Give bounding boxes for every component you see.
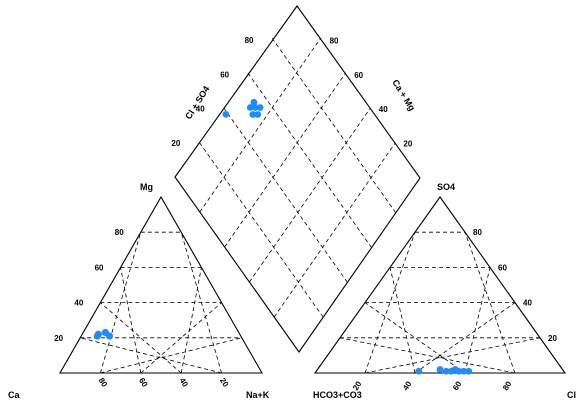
- diamond-tick-label: 20: [171, 139, 180, 148]
- anion-tick-label: 40: [401, 379, 414, 392]
- anion-point: [442, 367, 450, 375]
- diamond-grid-line: [224, 72, 346, 248]
- label-cl: Cl: [567, 390, 576, 400]
- label-hco3: HCO3+CO3: [313, 390, 362, 400]
- diamond-frame: [174, 5, 421, 353]
- anion-point: [465, 367, 473, 375]
- diamond-tick-label: 80: [245, 36, 254, 45]
- diamond-tick-label: 40: [379, 105, 388, 114]
- cation-triangle: 20 40 60 80 80 60 40 20: [54, 195, 263, 389]
- anion-grid-line: [464, 232, 516, 374]
- cation-tick-label: 20: [54, 334, 63, 343]
- label-cl-so4: Cl + SO4: [183, 84, 211, 121]
- diamond-tick-label: 60: [220, 70, 229, 79]
- anion-grid-line: [339, 337, 516, 374]
- cation-grid-line: [140, 302, 222, 374]
- cation-grid-line: [100, 232, 142, 374]
- anion-point: [455, 367, 463, 375]
- cation-grid-line: [100, 302, 182, 374]
- axis-labels: Ca Mg Na+K HCO3+CO3 SO4 Cl Cl + SO4 Ca +…: [8, 78, 576, 400]
- diamond-point: [249, 111, 257, 118]
- cation-grid-line: [80, 337, 222, 374]
- label-mg: Mg: [140, 182, 153, 192]
- diamond-grid-line: [198, 141, 324, 318]
- anion-frame: [313, 196, 567, 374]
- cation-grid-line: [120, 267, 142, 374]
- anion-point: [460, 367, 468, 375]
- anion-point: [415, 367, 423, 375]
- diamond-grid-line: [249, 107, 371, 283]
- cation-frame: [59, 195, 263, 374]
- diamond-point: [250, 98, 258, 106]
- cation-point: [105, 332, 114, 340]
- diamond-tick-label: 80: [330, 36, 339, 45]
- cation-tick-label: 80: [115, 228, 124, 237]
- anion-grid-line: [364, 302, 466, 374]
- anion-tick-label: 60: [451, 379, 464, 392]
- label-nak: Na+K: [246, 390, 270, 400]
- cation-grid-line: [180, 267, 202, 374]
- diamond-field: 20 40 60 80 80 60 40 20: [171, 5, 421, 353]
- anion-grid-line: [414, 302, 516, 374]
- cation-tick-label: 60: [137, 376, 150, 389]
- cation-grid-line: [100, 337, 242, 374]
- diamond-point: [256, 104, 264, 111]
- anion-tick-label: 60: [498, 263, 507, 272]
- anion-grid-line: [389, 267, 416, 374]
- anion-point: [436, 366, 444, 373]
- diamond-point: [222, 110, 230, 118]
- diamond-grid-line: [271, 37, 397, 214]
- anion-tick-label: 80: [473, 228, 482, 237]
- anion-grid-line: [464, 267, 491, 374]
- cation-tick-label: 80: [97, 376, 110, 389]
- diamond-tick-label: 20: [403, 140, 412, 149]
- diamond-grid-line: [199, 37, 322, 213]
- diamond-grid-line: [223, 107, 348, 283]
- label-ca-mg: Ca + Mg: [390, 78, 417, 113]
- anion-tick-label: 20: [548, 334, 557, 343]
- anion-grid-line: [364, 337, 541, 374]
- diamond-point: [246, 104, 254, 111]
- cation-point: [94, 330, 102, 338]
- diamond-tick-label: 40: [196, 105, 205, 114]
- anion-tick-label: 80: [501, 379, 514, 392]
- cation-tick-label: 60: [95, 263, 104, 272]
- diamond-tick-label: 60: [354, 71, 363, 80]
- cation-grid-line: [180, 232, 222, 374]
- anion-grid-line: [364, 232, 416, 374]
- diamond-grid-line: [247, 72, 372, 248]
- label-ca: Ca: [8, 390, 20, 400]
- cation-tick-label: 40: [178, 376, 191, 389]
- cation-tick-label: 40: [74, 299, 83, 308]
- label-so4: SO4: [437, 182, 455, 192]
- anion-tick-label: 40: [523, 299, 532, 308]
- diamond-point: [251, 104, 259, 111]
- cation-tick-label: 20: [218, 376, 231, 389]
- diamond-point: [254, 111, 262, 118]
- diamond-grid-line: [273, 142, 396, 318]
